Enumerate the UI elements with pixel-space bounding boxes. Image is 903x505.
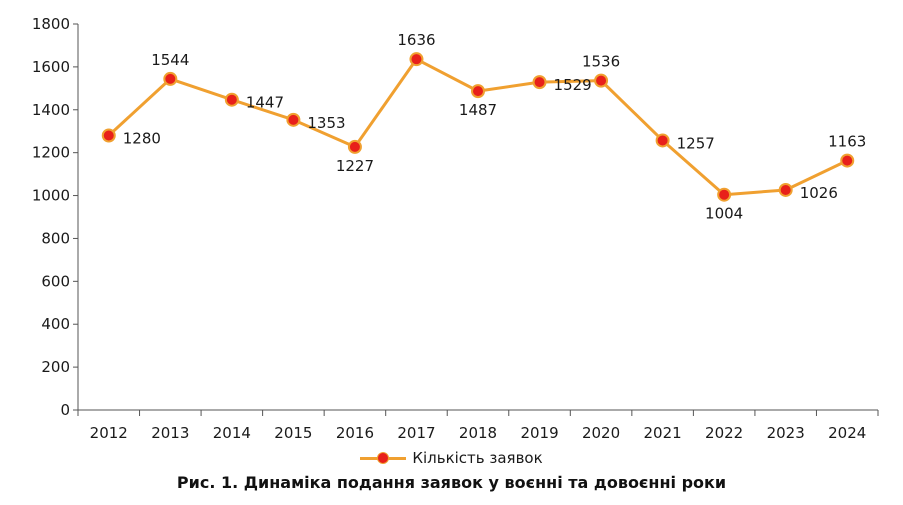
x-tick-label: 2015 <box>274 424 312 442</box>
figure-caption: Рис. 1. Динаміка подання заявок у воєнні… <box>176 473 727 492</box>
data-point <box>717 187 732 202</box>
data-label: 1257 <box>677 134 715 152</box>
x-tick-label: 2013 <box>151 424 189 442</box>
data-point <box>101 128 116 143</box>
data-label: 1487 <box>459 101 497 119</box>
y-tick-labels: 0 200 400 600 800 1000 1200 1400 1600 1800 <box>32 15 70 419</box>
x-tick-labels: 2012 2013 2014 2015 2016 2017 2018 2019 2020 2021… <box>90 424 867 442</box>
y-tick-label: 1800 <box>32 15 70 33</box>
y-tick-label: 200 <box>41 358 70 376</box>
data-label: 1447 <box>246 94 284 112</box>
x-tick-label: 2023 <box>767 424 805 442</box>
x-tick-label: 2021 <box>644 424 682 442</box>
data-label: 1004 <box>705 205 743 223</box>
data-label: 1227 <box>336 157 374 175</box>
y-tick-label: 400 <box>41 315 70 333</box>
data-label: 1636 <box>397 31 435 49</box>
x-tick-label: 2024 <box>828 424 866 442</box>
data-label: 1544 <box>151 51 189 69</box>
series-line-group <box>107 57 848 197</box>
x-tick-label: 2014 <box>213 424 251 442</box>
series-line <box>107 57 848 197</box>
legend-label: Кількість заявок <box>412 449 543 467</box>
y-tick-label: 600 <box>41 272 70 290</box>
data-labels: 1280 1544 1447 1353 1227 1636 1487 1529 1536 1257… <box>123 31 867 223</box>
data-label: 1536 <box>582 53 620 71</box>
data-point <box>471 84 485 99</box>
legend-item: Кількість заявок <box>360 449 543 467</box>
y-tick-label: 1200 <box>32 144 70 162</box>
data-points <box>101 52 855 202</box>
data-point <box>347 139 362 154</box>
data-point <box>409 52 424 67</box>
x-tick-label: 2019 <box>520 424 558 442</box>
y-tick-label: 1400 <box>32 101 70 119</box>
data-label: 1353 <box>307 114 345 132</box>
data-point <box>163 71 178 86</box>
data-point <box>778 182 793 197</box>
data-point <box>840 153 855 168</box>
x-tick-label: 2016 <box>336 424 374 442</box>
y-tick-label: 1600 <box>32 58 70 76</box>
y-tick-label: 1000 <box>32 187 70 205</box>
legend: Кількість заявок <box>0 446 903 470</box>
data-label: 1026 <box>800 184 838 202</box>
data-point <box>532 75 547 90</box>
data-label: 1529 <box>554 76 592 94</box>
legend-marker-icon <box>360 451 407 465</box>
axes <box>73 23 879 416</box>
x-tick-label: 2020 <box>582 424 620 442</box>
data-point <box>594 73 609 88</box>
y-tick-label: 0 <box>60 401 70 419</box>
x-tick-label: 2017 <box>397 424 435 442</box>
x-tick-label: 2012 <box>90 424 128 442</box>
data-point <box>655 133 670 148</box>
data-label: 1280 <box>123 130 161 148</box>
data-label: 1163 <box>828 133 866 151</box>
data-point <box>224 92 239 107</box>
y-tick-label: 800 <box>41 229 70 247</box>
x-tick-label: 2018 <box>459 424 497 442</box>
x-tick-label: 2022 <box>705 424 743 442</box>
data-point <box>286 112 301 127</box>
